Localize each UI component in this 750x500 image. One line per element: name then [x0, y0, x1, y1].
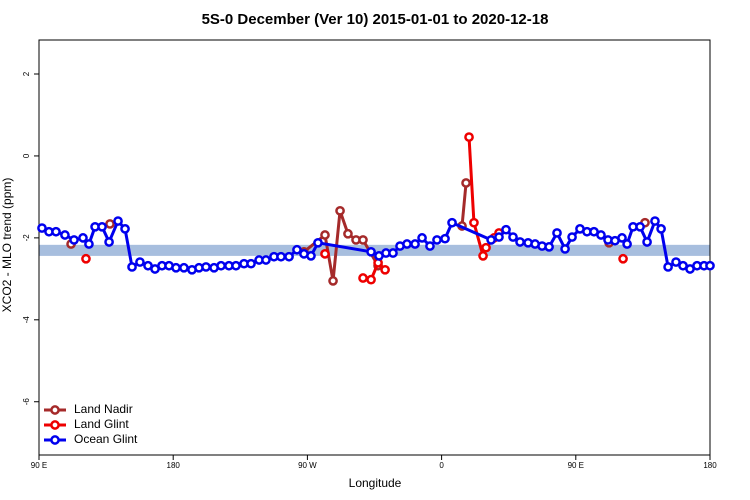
data-point — [328, 276, 338, 286]
data-point — [515, 237, 525, 247]
data-point — [78, 233, 88, 243]
data-point — [671, 257, 681, 267]
data-point — [567, 232, 577, 242]
data-point — [642, 237, 652, 247]
data-point — [447, 217, 457, 228]
data-point — [306, 251, 316, 261]
x-tick-label: 90 E — [31, 461, 47, 470]
legend-marker — [50, 420, 60, 430]
data-point — [113, 216, 123, 226]
data-point — [179, 262, 189, 273]
legend-marker — [50, 435, 60, 445]
data-point — [261, 255, 271, 265]
data-point — [501, 224, 511, 235]
data-point — [97, 221, 107, 232]
x-tick-label: 90 W — [298, 461, 317, 470]
data-point — [37, 223, 47, 233]
data-point — [84, 239, 94, 249]
data-point — [120, 224, 130, 234]
data-point — [105, 219, 115, 229]
data-point — [410, 239, 420, 249]
x-tick-label: 90 E — [568, 461, 584, 470]
data-point — [366, 274, 376, 285]
data-point — [478, 251, 488, 261]
data-point — [486, 235, 496, 245]
data-point — [171, 262, 181, 273]
data-point — [705, 260, 715, 271]
x-tick-label: 180 — [703, 461, 717, 470]
data-point — [469, 217, 479, 228]
data-point — [313, 237, 323, 248]
data-point — [650, 216, 660, 226]
series-line — [460, 182, 468, 227]
data-point — [617, 233, 627, 243]
plot-frame — [38, 39, 711, 456]
data-point — [417, 233, 427, 243]
data-point — [508, 232, 518, 242]
legend-label: Land Glint — [74, 417, 129, 431]
y-tick-label: 2 — [22, 71, 31, 76]
data-point — [276, 251, 286, 262]
data-point — [127, 262, 137, 272]
data-point — [51, 226, 61, 237]
legend-label: Ocean Glint — [74, 432, 138, 446]
data-point — [284, 251, 294, 262]
y-tick-label: -4 — [22, 316, 31, 324]
data-point — [635, 221, 645, 232]
data-point — [201, 262, 211, 272]
data-point — [596, 230, 606, 240]
data-point — [60, 230, 70, 240]
data-point — [358, 273, 368, 283]
legend-label: Land Nadir — [74, 402, 133, 416]
data-point — [494, 232, 504, 242]
data-point — [656, 224, 666, 234]
data-point — [69, 235, 79, 245]
data-point — [366, 246, 376, 257]
x-axis-label: Longitude — [349, 476, 402, 490]
y-tick-label: -2 — [22, 234, 31, 242]
data-point — [320, 230, 330, 240]
data-point — [358, 235, 368, 245]
data-point — [618, 253, 628, 264]
data-point — [663, 262, 673, 272]
data-point — [464, 132, 474, 142]
data-point — [425, 241, 435, 251]
data-point — [560, 244, 570, 254]
y-axis-label: XCO2 - MLO trend (ppm) — [0, 178, 14, 313]
x-tick-label: 0 — [439, 461, 444, 470]
legend-marker — [50, 405, 60, 415]
data-point — [481, 242, 491, 253]
data-point — [135, 257, 145, 267]
data-point — [440, 233, 450, 244]
data-point — [432, 235, 442, 245]
data-point — [231, 260, 241, 271]
data-point — [246, 258, 256, 269]
data-point — [104, 237, 114, 247]
data-point — [216, 260, 226, 271]
data-point — [544, 242, 554, 252]
data-point — [552, 228, 562, 238]
chart-title: 5S-0 December (Ver 10) 2015-01-01 to 202… — [202, 11, 549, 28]
data-point — [461, 178, 471, 188]
data-point — [402, 239, 412, 249]
data-point — [380, 264, 390, 275]
data-point — [320, 248, 330, 259]
y-tick-label: 0 — [22, 153, 31, 158]
data-point — [81, 253, 91, 264]
data-point — [622, 239, 632, 249]
data-point — [292, 244, 302, 255]
x-tick-label: 180 — [167, 461, 181, 470]
data-point — [343, 228, 353, 239]
y-tick-label: -6 — [22, 398, 31, 406]
data-point — [335, 205, 345, 216]
data-point — [388, 248, 398, 258]
